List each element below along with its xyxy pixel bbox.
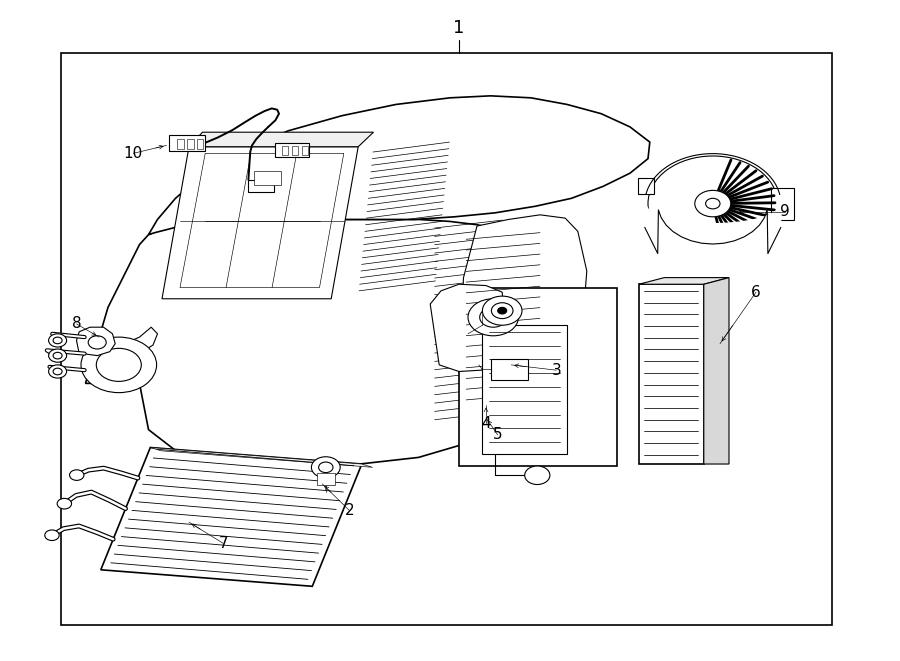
Polygon shape xyxy=(76,327,115,356)
Bar xyxy=(282,146,288,155)
Circle shape xyxy=(482,296,522,325)
Polygon shape xyxy=(101,447,362,586)
Text: 10: 10 xyxy=(123,146,143,161)
Circle shape xyxy=(311,457,340,478)
Circle shape xyxy=(49,365,67,378)
Circle shape xyxy=(69,470,84,481)
Polygon shape xyxy=(430,284,504,371)
Bar xyxy=(639,284,704,464)
Bar xyxy=(274,143,309,157)
Polygon shape xyxy=(162,147,358,299)
Bar xyxy=(169,135,205,151)
Circle shape xyxy=(468,299,518,336)
Circle shape xyxy=(706,198,720,209)
Polygon shape xyxy=(704,278,729,464)
Circle shape xyxy=(88,336,106,349)
Polygon shape xyxy=(459,215,587,418)
Polygon shape xyxy=(639,278,729,284)
Bar xyxy=(491,359,528,380)
Polygon shape xyxy=(86,219,572,466)
Circle shape xyxy=(319,462,333,473)
Bar xyxy=(292,146,298,155)
Bar xyxy=(771,188,794,220)
Bar xyxy=(254,171,281,185)
Text: 3: 3 xyxy=(552,363,561,377)
Text: 9: 9 xyxy=(780,204,789,219)
Circle shape xyxy=(49,349,67,362)
Bar xyxy=(459,288,616,466)
Polygon shape xyxy=(150,447,373,467)
Polygon shape xyxy=(83,327,158,370)
Bar xyxy=(197,139,203,149)
Circle shape xyxy=(96,348,141,381)
Bar xyxy=(302,146,308,155)
Circle shape xyxy=(53,352,62,359)
Bar xyxy=(61,53,832,625)
Circle shape xyxy=(58,498,72,509)
Circle shape xyxy=(53,368,62,375)
Circle shape xyxy=(695,190,731,217)
Circle shape xyxy=(498,307,507,314)
Text: 7: 7 xyxy=(219,536,228,551)
Circle shape xyxy=(648,156,778,251)
Bar xyxy=(482,325,567,454)
Circle shape xyxy=(525,466,550,485)
Text: 6: 6 xyxy=(752,285,760,299)
Polygon shape xyxy=(189,132,374,147)
Circle shape xyxy=(81,337,157,393)
Circle shape xyxy=(53,337,62,344)
Bar xyxy=(317,473,335,485)
Text: 8: 8 xyxy=(72,317,81,331)
Circle shape xyxy=(45,530,59,541)
Text: 1: 1 xyxy=(454,19,464,37)
Polygon shape xyxy=(180,153,344,288)
Bar xyxy=(177,139,184,149)
Bar xyxy=(248,180,274,192)
Bar xyxy=(187,139,194,149)
Polygon shape xyxy=(148,96,650,235)
Text: 5: 5 xyxy=(493,428,502,442)
Text: 4: 4 xyxy=(482,416,490,430)
Bar xyxy=(638,178,654,194)
Polygon shape xyxy=(644,204,781,256)
Circle shape xyxy=(491,303,513,319)
Text: 2: 2 xyxy=(345,503,354,518)
Circle shape xyxy=(480,307,507,327)
Circle shape xyxy=(49,334,67,347)
